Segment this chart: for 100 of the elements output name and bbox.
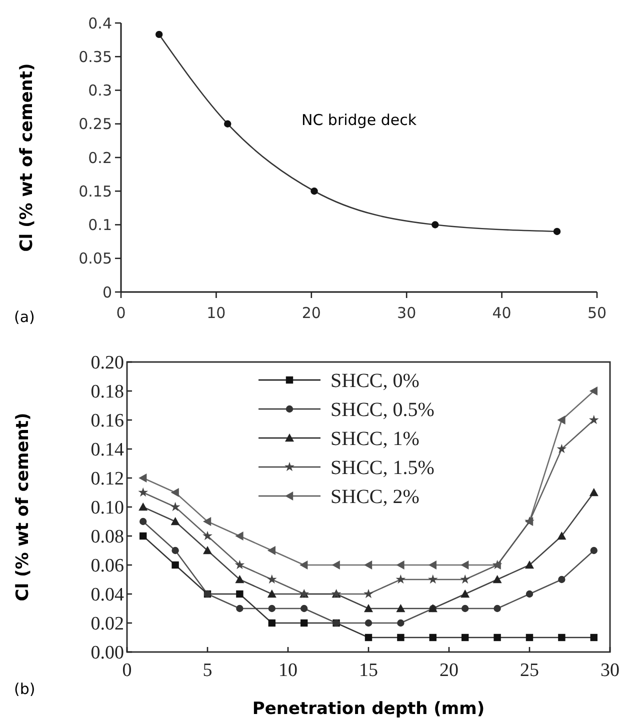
point (138, 502, 148, 511)
point (397, 634, 404, 642)
point (396, 604, 406, 612)
point (396, 560, 404, 570)
y-axis-title: Cl (% wt of cement) (17, 63, 37, 252)
x-tick-label: 15 (359, 660, 378, 681)
point (558, 576, 566, 584)
legend-label: SHCC, 2% (330, 486, 420, 508)
y-tick-label: 0.3 (88, 82, 112, 100)
y-tick-label: 0.12 (90, 468, 124, 490)
y-tick-label: 0.18 (90, 382, 124, 403)
x-tick-label: 20 (302, 304, 321, 322)
y-tick-label: 0.06 (90, 556, 124, 577)
x-tick-label: 5 (202, 660, 212, 681)
y-tick-label: 0.25 (78, 115, 112, 134)
point (140, 518, 147, 526)
point (235, 532, 244, 540)
x-tick-label: 20 (440, 660, 458, 681)
point (364, 634, 372, 642)
point (462, 634, 469, 642)
point (553, 228, 561, 236)
annotation: NC bridge deck (301, 111, 417, 130)
point (557, 532, 566, 540)
point (202, 530, 212, 540)
point (556, 444, 567, 454)
point (364, 619, 372, 627)
point (170, 488, 179, 497)
point (590, 634, 598, 642)
point (332, 560, 340, 570)
x-tick-label: 25 (520, 660, 539, 681)
point (310, 188, 318, 195)
legend-label: SHCC, 1.5% (330, 457, 434, 479)
y-tick-label: 0.1 (88, 216, 112, 234)
point (364, 560, 372, 570)
point (268, 604, 276, 612)
point (525, 560, 534, 569)
y-tick-label: 0.02 (90, 614, 124, 635)
point (172, 546, 179, 554)
y-axis-title: Cl (% wt of cement) (13, 412, 33, 602)
y-tick-label: 0.4 (88, 14, 112, 32)
legend-label: SHCC, 0% (330, 370, 420, 392)
point (494, 634, 501, 642)
point (140, 532, 147, 540)
point (460, 590, 470, 598)
point (364, 588, 374, 598)
point (429, 634, 436, 642)
point (396, 574, 406, 584)
y-tick-label: 0.35 (78, 48, 112, 66)
point (589, 488, 598, 496)
y-tick-label: 0.20 (90, 352, 124, 374)
text: (a) (14, 308, 35, 326)
text: (b) (14, 680, 36, 698)
point (494, 604, 501, 612)
point (155, 30, 163, 38)
point (235, 575, 244, 584)
x-tick-label: 10 (278, 660, 298, 681)
x-tick-label: 30 (600, 660, 620, 681)
point (172, 561, 179, 569)
point (432, 221, 439, 228)
point (526, 590, 534, 598)
point (203, 546, 212, 554)
point (462, 604, 469, 612)
x-tick-label: 40 (492, 304, 512, 322)
point (428, 560, 436, 570)
y-tick-label: 0.08 (90, 526, 124, 548)
point (364, 604, 373, 612)
point (590, 546, 598, 554)
point (460, 574, 470, 584)
point (138, 474, 147, 482)
x-axis-title: Penetration depth (mm) (252, 699, 485, 719)
point (138, 487, 148, 497)
point (268, 619, 276, 627)
point (492, 575, 502, 584)
x-tick-label: 50 (587, 304, 607, 322)
y-tick-label: 0.05 (78, 250, 112, 268)
point (300, 604, 308, 612)
point (267, 590, 276, 598)
x-tick-label: 10 (206, 304, 226, 322)
x-tick-label: 30 (397, 304, 416, 322)
y-tick-label: 0 (102, 283, 112, 302)
point (224, 120, 232, 128)
point (526, 634, 534, 642)
point (234, 560, 245, 570)
point (266, 574, 277, 584)
point (397, 619, 404, 627)
y-tick-label: 0.14 (90, 440, 124, 461)
point (170, 517, 180, 526)
y-tick-label: 0.00 (90, 642, 124, 664)
point (236, 604, 244, 612)
y-tick-label: 0.04 (90, 584, 124, 606)
point (428, 574, 438, 584)
point (558, 634, 566, 642)
legend-label: SHCC, 0.5% (330, 399, 434, 421)
point (203, 517, 212, 526)
point (267, 546, 276, 555)
y-tick-label: 0.10 (90, 498, 124, 519)
point (300, 619, 308, 627)
point (170, 502, 180, 512)
y-tick-label: 0.16 (90, 410, 124, 432)
point (300, 560, 308, 570)
